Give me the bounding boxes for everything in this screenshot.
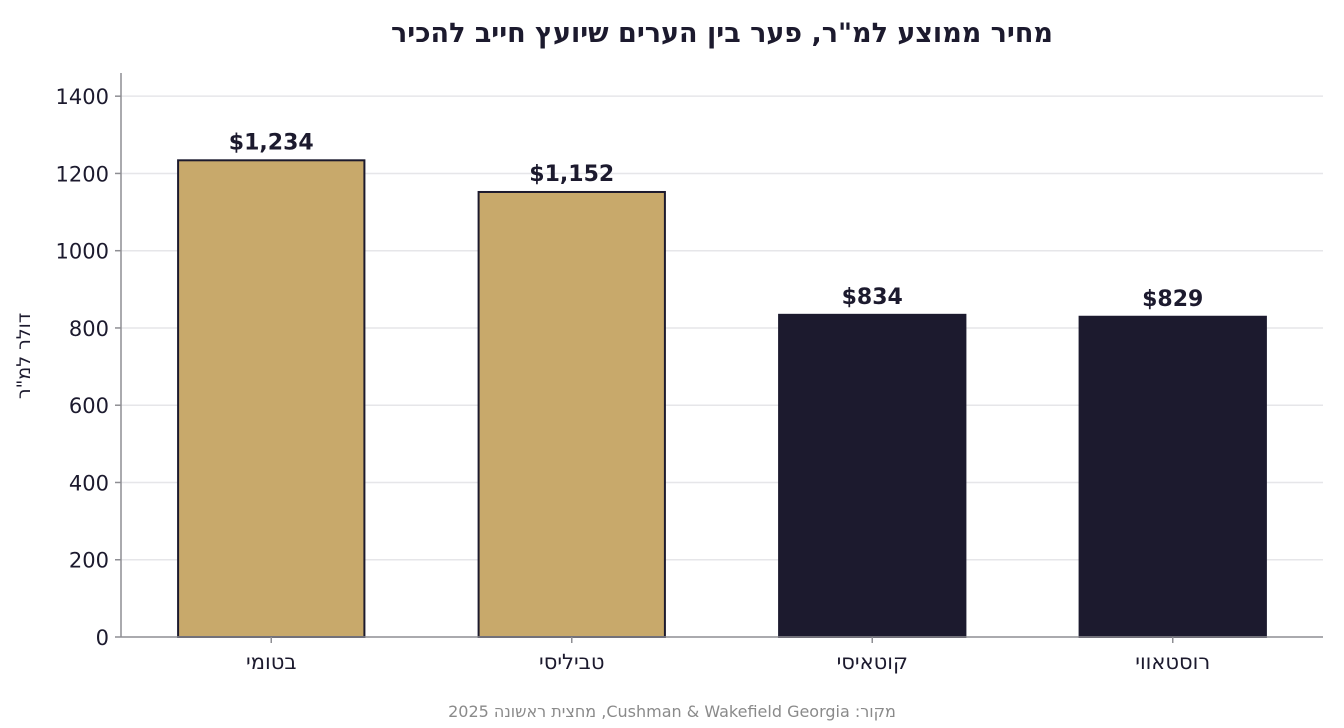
y-tick-label: 1000 <box>56 240 109 264</box>
y-tick-label: 1200 <box>56 162 109 186</box>
x-ticks: בטומי טביליסי קוטאיסי רוסטאווי <box>246 637 1210 674</box>
y-tick-label: 1400 <box>56 85 109 109</box>
bar <box>778 313 967 638</box>
x-tick-label: טביליסי <box>539 650 604 674</box>
source-note: מקור: Cushman & Wakefield Georgia, מחצית… <box>448 702 896 721</box>
data-label: $1,234 <box>229 130 314 155</box>
bar <box>177 159 366 638</box>
y-tick-label: 600 <box>69 394 109 418</box>
x-tick-label: רוסטאווי <box>1135 650 1210 674</box>
y-tick-label: 0 <box>96 626 109 650</box>
y-tick-label: 200 <box>69 549 109 573</box>
x-tick-label: בטומי <box>246 650 296 674</box>
bars <box>177 159 1267 638</box>
data-label: $829 <box>1142 287 1203 312</box>
y-tick-label: 800 <box>69 317 109 341</box>
y-tick-label: 400 <box>69 471 109 495</box>
x-tick-label: קוטאיסי <box>837 650 908 674</box>
y-axis-label: דולר למ"ר <box>13 313 35 399</box>
data-label: $1,152 <box>529 162 614 187</box>
bar <box>477 190 666 638</box>
data-labels: $1,234 $1,152 $834 $829 <box>229 130 1204 311</box>
bar <box>1078 315 1267 638</box>
data-label: $834 <box>842 285 903 310</box>
y-ticks: 0 200 400 600 800 1000 1200 1400 <box>56 85 121 650</box>
chart-title: מחיר ממוצע למ"ר, פער בין הערים שיועץ חיי… <box>391 18 1053 49</box>
axes <box>120 73 1323 638</box>
